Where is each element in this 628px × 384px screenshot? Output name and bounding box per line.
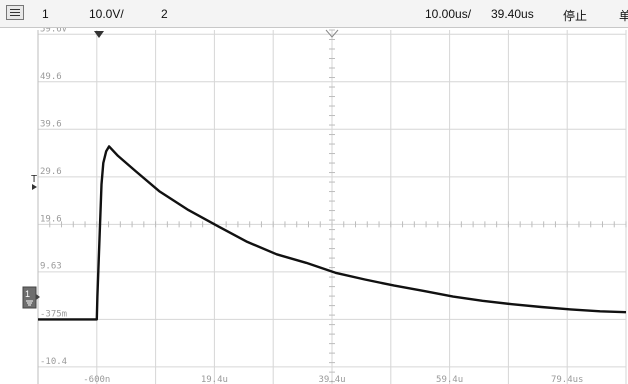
channel1-number[interactable]: 1 <box>42 7 49 21</box>
y-tick-label: 39.6 <box>40 119 62 129</box>
y-tick-label: 19.6 <box>40 214 62 224</box>
x-tick-label: 59.4u <box>436 375 463 384</box>
delay-readout[interactable]: 39.40us <box>491 7 534 21</box>
waveform-display[interactable]: 59.6V 49.6 39.6 29.6 19.6 9.63 -375m -10.4 -600… <box>0 28 628 384</box>
trigger-level-arrow-icon[interactable] <box>32 184 37 190</box>
trigger-position-icon[interactable] <box>94 31 104 38</box>
x-tick-label: 79.4us <box>551 375 584 384</box>
delay-position-icon[interactable] <box>325 29 339 38</box>
y-tick-label: 29.6 <box>40 167 62 177</box>
trigger-level-label: T <box>31 174 37 185</box>
x-tick-label: -600n <box>83 375 110 384</box>
ground-icon <box>26 300 33 306</box>
graticule <box>37 29 627 384</box>
y-tick-label: -375m <box>40 309 67 319</box>
timebase-readout[interactable]: 10.00us/ <box>425 7 472 21</box>
oscilloscope-toolbar: 1 10.0V/ 2 10.00us/ 39.40us 停止 单 <box>0 0 628 28</box>
y-tick-label: 9.63 <box>40 262 62 272</box>
channel1-trace <box>38 145 627 321</box>
clipped-toolbar-label: 单 <box>619 9 628 23</box>
run-state[interactable]: 停止 <box>563 9 588 23</box>
channel2-number[interactable]: 2 <box>161 7 168 21</box>
x-tick-labels: -600n 19.4u 39.4u 59.4u 79.4us <box>83 375 583 384</box>
y-tick-label: 59.6V <box>40 28 68 34</box>
channel1-ground-marker[interactable]: 1 <box>22 286 40 309</box>
y-tick-label: 49.6 <box>40 72 62 82</box>
x-tick-label: 39.4u <box>318 375 345 384</box>
x-tick-label: 19.4u <box>201 375 228 384</box>
channel1-marker-label: 1 <box>25 289 30 299</box>
menu-icon[interactable] <box>6 5 24 20</box>
y-tick-label: -10.4 <box>40 357 67 367</box>
y-tick-labels: 59.6V 49.6 39.6 29.6 19.6 9.63 -375m -10.4 <box>40 28 68 367</box>
channel1-scale[interactable]: 10.0V/ <box>89 7 124 21</box>
